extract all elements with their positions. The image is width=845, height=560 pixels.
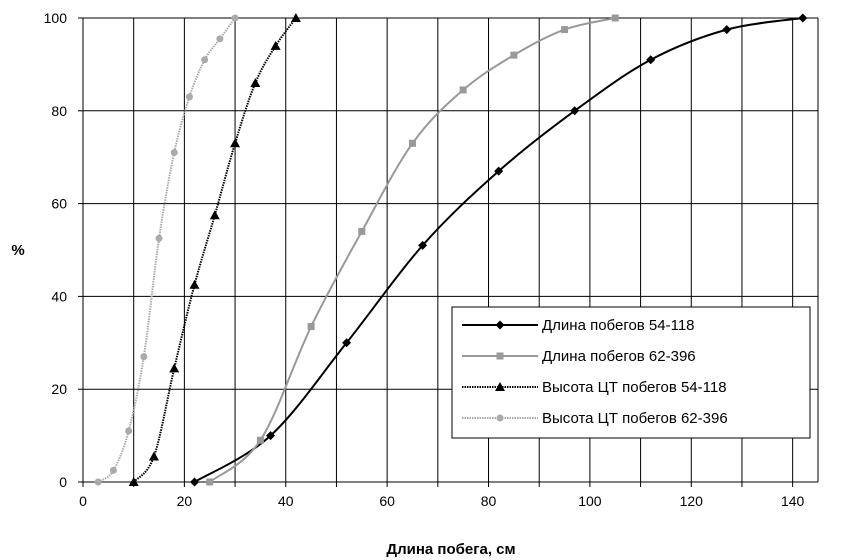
data-point xyxy=(109,466,117,474)
tick-labels: 0 20 40 60 80 100 120 140 0 20 40 60 80 100 xyxy=(44,10,805,509)
data-point xyxy=(209,210,220,220)
data-point xyxy=(342,338,352,348)
series-2 xyxy=(206,14,619,486)
data-point xyxy=(230,138,241,148)
y-tick-label: 0 xyxy=(59,474,67,490)
legend-swatch-marker xyxy=(496,414,504,422)
data-point xyxy=(290,13,301,22)
data-point xyxy=(256,436,264,444)
data-point xyxy=(798,13,808,23)
x-tick-label: 140 xyxy=(781,493,805,509)
y-axis-title: % xyxy=(11,242,24,259)
data-point xyxy=(570,106,580,116)
data-point xyxy=(155,234,163,242)
data-point xyxy=(722,25,732,35)
data-point xyxy=(307,323,315,331)
legend-swatch-marker xyxy=(495,320,505,330)
data-point xyxy=(231,14,239,22)
data-point xyxy=(646,55,656,65)
data-point xyxy=(561,26,569,34)
data-point xyxy=(185,93,193,101)
legend: Длина побегов 54-118 Длина побегов 62-396… xyxy=(451,306,811,439)
data-point xyxy=(190,477,200,487)
series-4 xyxy=(94,14,239,486)
x-tick-label: 80 xyxy=(481,493,497,509)
x-tick-label: 120 xyxy=(680,493,704,509)
data-point xyxy=(125,427,133,435)
x-tick-label: 20 xyxy=(177,493,193,509)
y-tick-label: 100 xyxy=(44,10,68,26)
legend-item: Длина побегов 62-396 xyxy=(462,348,696,365)
legend-label: Длина побегов 62-396 xyxy=(542,348,696,365)
y-tick-label: 60 xyxy=(51,196,67,212)
y-tick-label: 80 xyxy=(51,103,67,119)
data-point xyxy=(418,240,428,250)
data-point xyxy=(216,35,224,43)
data-point xyxy=(206,478,214,486)
x-axis-title: Длина побега, см xyxy=(386,541,515,558)
series-line xyxy=(97,17,236,483)
series-line xyxy=(209,17,616,483)
data-point xyxy=(140,353,148,361)
series-line xyxy=(193,17,803,483)
data-point xyxy=(358,227,366,235)
legend-label: Высота ЦТ побегов 62-396 xyxy=(542,410,728,427)
data-point xyxy=(270,40,281,50)
data-point xyxy=(250,77,261,87)
legend-label: Длина побегов 54-118 xyxy=(542,317,695,334)
x-tick-label: 40 xyxy=(278,493,294,509)
data-point xyxy=(201,56,209,64)
data-point xyxy=(189,279,200,289)
data-point xyxy=(611,14,619,22)
data-point xyxy=(169,363,180,373)
legend-label: Высота ЦТ побегов 54-118 xyxy=(542,379,727,396)
y-tick-label: 20 xyxy=(51,381,67,397)
legend-swatch-marker xyxy=(496,352,504,360)
data-point xyxy=(266,431,276,441)
series-1 xyxy=(190,13,808,487)
series-3 xyxy=(128,13,301,486)
y-tick-label: 40 xyxy=(51,288,67,304)
data-point xyxy=(170,149,178,157)
axes xyxy=(78,17,818,487)
data-point xyxy=(408,139,416,147)
legend-item: Длина побегов 54-118 xyxy=(462,317,695,334)
legend-item: Высота ЦТ побегов 62-396 xyxy=(462,410,728,427)
legend-item: Высота ЦТ побегов 54-118 xyxy=(462,379,727,396)
data-point xyxy=(510,51,518,59)
data-point xyxy=(94,478,102,486)
data-point xyxy=(128,477,139,486)
data-point xyxy=(494,166,504,176)
x-tick-label: 100 xyxy=(578,493,602,509)
data-point xyxy=(148,451,159,461)
series-layer xyxy=(94,13,808,487)
x-tick-label: 60 xyxy=(379,493,395,509)
data-point xyxy=(459,86,467,94)
legend-swatch-marker xyxy=(495,382,505,391)
legend-box xyxy=(451,306,811,439)
x-tick-label: 0 xyxy=(79,493,87,509)
